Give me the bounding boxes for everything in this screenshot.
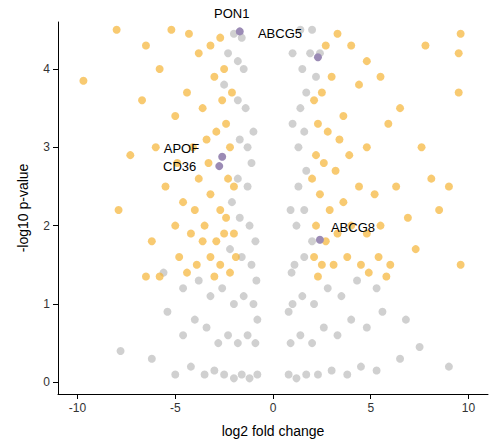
svg-text:5: 5 [367, 401, 374, 415]
svg-text:ABCG5: ABCG5 [258, 26, 302, 41]
svg-text:10: 10 [462, 401, 476, 415]
svg-text:ABCG8: ABCG8 [331, 220, 375, 235]
svg-text:-10: -10 [69, 401, 87, 415]
svg-text:0: 0 [43, 375, 50, 389]
svg-text:4: 4 [43, 62, 50, 76]
svg-text:-5: -5 [170, 401, 181, 415]
svg-text:PON1: PON1 [214, 6, 249, 21]
svg-text:-log10 p-value: -log10 p-value [15, 163, 31, 252]
svg-text:log2 fold change: log2 fold change [222, 423, 325, 439]
svg-text:1: 1 [43, 297, 50, 311]
svg-text:CD36: CD36 [163, 159, 196, 174]
svg-text:0: 0 [270, 401, 277, 415]
svg-text:APOF: APOF [164, 141, 199, 156]
svg-text:3: 3 [43, 140, 50, 154]
svg-text:2: 2 [43, 219, 50, 233]
